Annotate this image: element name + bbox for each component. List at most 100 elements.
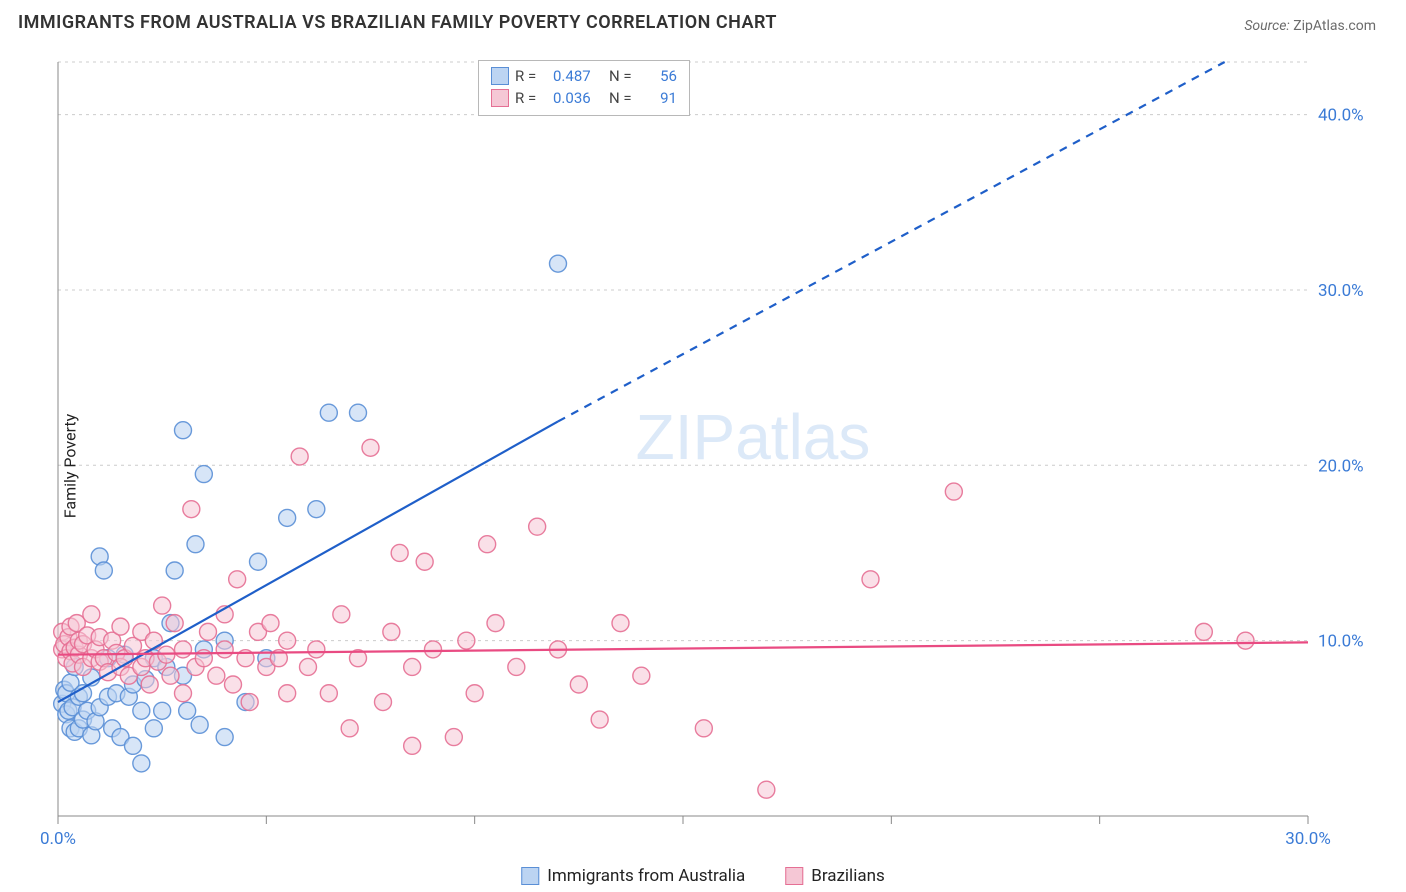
source-label: Source:	[1244, 18, 1289, 34]
data-point	[291, 448, 308, 465]
data-point	[95, 562, 112, 579]
trend-line	[58, 642, 1308, 654]
data-point	[175, 641, 192, 658]
data-point	[279, 509, 296, 526]
data-point	[341, 720, 358, 737]
data-point	[758, 781, 775, 798]
data-point	[425, 641, 442, 658]
data-point	[200, 623, 217, 640]
data-point	[404, 737, 421, 754]
legend-row: R = 0.487 N = 56	[491, 65, 677, 87]
legend-n-value: 91	[647, 87, 677, 109]
data-point	[145, 720, 162, 737]
data-point	[179, 702, 196, 719]
data-point	[445, 729, 462, 746]
data-point	[216, 641, 233, 658]
data-point	[225, 676, 242, 693]
chart-page: IMMIGRANTS FROM AUSTRALIA VS BRAZILIAN F…	[0, 0, 1406, 892]
legend-swatch	[491, 89, 509, 107]
legend-swatch	[785, 867, 803, 885]
legend-swatch	[491, 67, 509, 85]
data-point	[216, 729, 233, 746]
data-point	[175, 422, 192, 439]
data-point	[320, 404, 337, 421]
data-point	[1237, 632, 1254, 649]
legend-n-label: N =	[609, 87, 641, 109]
correlation-legend: R =0.487N =56R =0.036N =91	[478, 60, 690, 116]
data-point	[83, 606, 100, 623]
svg-text:30.0%: 30.0%	[1285, 829, 1331, 849]
data-point	[250, 553, 267, 570]
series-legend-item: Immigrants from Australia	[521, 866, 745, 886]
source-value: ZipAtlas.com	[1293, 18, 1376, 34]
legend-swatch	[521, 867, 539, 885]
series-legend: Immigrants from Australia Brazilians	[521, 866, 884, 886]
series-legend-item: Brazilians	[785, 866, 885, 886]
svg-text:30.0%: 30.0%	[1318, 281, 1364, 301]
data-point	[529, 518, 546, 535]
data-point	[362, 439, 379, 456]
legend-r-label: R =	[515, 65, 547, 87]
data-point	[333, 606, 350, 623]
data-point	[1195, 623, 1212, 640]
data-point	[945, 483, 962, 500]
data-point	[125, 737, 142, 754]
data-point	[570, 676, 587, 693]
data-point	[279, 632, 296, 649]
data-point	[508, 658, 525, 675]
data-point	[308, 641, 325, 658]
data-point	[262, 615, 279, 632]
legend-n-value: 56	[647, 65, 677, 87]
data-point	[308, 501, 325, 518]
series-legend-label: Immigrants from Australia	[547, 866, 745, 886]
data-point	[208, 667, 225, 684]
data-point	[550, 255, 567, 272]
source-line: Source: ZipAtlas.com	[1244, 18, 1376, 34]
data-point	[187, 536, 204, 553]
svg-text:20.0%: 20.0%	[1318, 456, 1364, 476]
data-point	[862, 571, 879, 588]
data-point	[416, 553, 433, 570]
data-point	[162, 667, 179, 684]
data-point	[612, 615, 629, 632]
data-point	[141, 676, 158, 693]
svg-text:0.0%: 0.0%	[40, 829, 76, 849]
data-point	[383, 623, 400, 640]
data-point	[154, 702, 171, 719]
data-point	[145, 632, 162, 649]
data-point	[479, 536, 496, 553]
data-point	[195, 466, 212, 483]
svg-text:ZIPatlas: ZIPatlas	[636, 401, 871, 473]
data-point	[404, 658, 421, 675]
legend-row: R =0.036N =91	[491, 87, 677, 109]
data-point	[166, 562, 183, 579]
data-point	[466, 685, 483, 702]
data-point	[375, 694, 392, 711]
data-point	[112, 618, 129, 635]
data-point	[241, 694, 258, 711]
data-point	[633, 667, 650, 684]
data-point	[350, 404, 367, 421]
legend-n-label: N =	[609, 65, 641, 87]
data-point	[695, 720, 712, 737]
scatter-chart: 0.0%30.0%10.0%20.0%30.0%40.0%ZIPatlas	[18, 56, 1388, 876]
data-point	[300, 658, 317, 675]
page-title: IMMIGRANTS FROM AUSTRALIA VS BRAZILIAN F…	[18, 12, 777, 33]
data-point	[154, 597, 171, 614]
data-point	[166, 615, 183, 632]
data-point	[183, 501, 200, 518]
legend-r-label: R =	[515, 87, 547, 109]
data-point	[229, 571, 246, 588]
data-point	[487, 615, 504, 632]
data-point	[133, 755, 150, 772]
data-point	[191, 716, 208, 733]
data-point	[279, 685, 296, 702]
chart-area: Family Poverty 0.0%30.0%10.0%20.0%30.0%4…	[18, 56, 1388, 876]
data-point	[458, 632, 475, 649]
legend-r-value: 0.487	[553, 65, 603, 87]
y-axis-label: Family Poverty	[61, 414, 80, 518]
data-point	[591, 711, 608, 728]
data-point	[320, 685, 337, 702]
data-point	[133, 702, 150, 719]
svg-text:10.0%: 10.0%	[1318, 632, 1364, 652]
